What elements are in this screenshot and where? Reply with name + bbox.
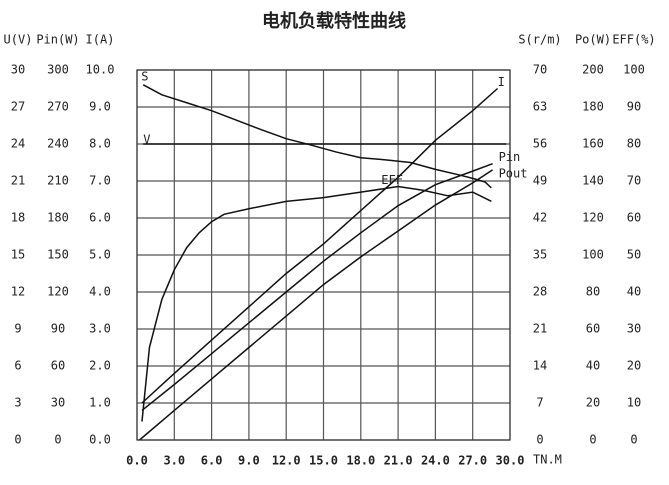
y-tick-label: 42 xyxy=(533,211,547,225)
y-tick-label: 30 xyxy=(11,63,25,77)
y-tick-label: 18 xyxy=(11,211,25,225)
y-tick-label: 21 xyxy=(11,174,25,188)
y-tick-label: 60 xyxy=(586,322,600,336)
y-tick-label: 9.0 xyxy=(89,100,111,114)
y-tick-label: 20 xyxy=(627,359,641,373)
y-tick-label: 180 xyxy=(582,100,604,114)
y-tick-label: 80 xyxy=(586,285,600,299)
y-tick-label: 56 xyxy=(533,137,547,151)
series-label: Pout xyxy=(499,166,528,180)
series-label: S xyxy=(141,69,148,83)
y-tick-label: 140 xyxy=(582,174,604,188)
y-tick-label: 9 xyxy=(14,322,21,336)
y-tick-label: 14 xyxy=(533,359,547,373)
y-tick-label: 20 xyxy=(586,396,600,410)
y-tick-label: 120 xyxy=(47,285,69,299)
x-tick-label: 6.0 xyxy=(201,454,223,468)
y-tick-label: 200 xyxy=(582,63,604,77)
y-tick-label: 210 xyxy=(47,174,69,188)
y-tick-label: 70 xyxy=(627,174,641,188)
y-tick-label: 5.0 xyxy=(89,248,111,262)
y-tick-label: 70 xyxy=(533,63,547,77)
y-tick-label: 90 xyxy=(627,100,641,114)
y-tick-label: 0 xyxy=(14,433,21,447)
y-tick-label: 90 xyxy=(51,322,65,336)
y-tick-label: 8.0 xyxy=(89,137,111,151)
y-tick-label: 150 xyxy=(47,248,69,262)
y-tick-label: 40 xyxy=(586,359,600,373)
y-tick-label: 60 xyxy=(51,359,65,373)
chart-title: 电机负载特性曲线 xyxy=(262,10,406,32)
series-line xyxy=(141,163,493,411)
y-tick-label: 0.0 xyxy=(89,433,111,447)
x-tick-label: 27.0 xyxy=(458,454,487,468)
y-axis-title: S(r/m) xyxy=(518,33,561,47)
y-tick-label: 24 xyxy=(11,137,25,151)
y-tick-label: 30 xyxy=(51,396,65,410)
x-tick-label: 3.0 xyxy=(163,454,185,468)
y-tick-label: 80 xyxy=(627,137,641,151)
y-tick-label: 60 xyxy=(627,211,641,225)
y-tick-label: 6 xyxy=(14,359,21,373)
y-tick-label: 0 xyxy=(630,433,637,447)
y-tick-label: 3 xyxy=(14,396,21,410)
x-tick-label: 15.0 xyxy=(309,454,338,468)
x-tick-label: 18.0 xyxy=(346,454,375,468)
series-label: V xyxy=(143,133,150,147)
y-tick-label: 10.0 xyxy=(86,63,115,77)
y-tick-label: 0 xyxy=(589,433,596,447)
y-tick-label: 120 xyxy=(582,211,604,225)
y-tick-label: 6.0 xyxy=(89,211,111,225)
y-axis-title: Po(W) xyxy=(575,33,611,47)
x-axis-label: TN.M xyxy=(533,453,562,467)
y-tick-label: 21 xyxy=(533,322,547,336)
y-tick-label: 40 xyxy=(627,285,641,299)
y-tick-label: 0 xyxy=(54,433,61,447)
y-tick-label: 63 xyxy=(533,100,547,114)
x-tick-label: 9.0 xyxy=(238,454,260,468)
y-tick-label: 2.0 xyxy=(89,359,111,373)
y-axis-title: U(V) xyxy=(4,33,33,47)
y-tick-label: 10 xyxy=(627,396,641,410)
x-tick-label: 24.0 xyxy=(421,454,450,468)
y-tick-label: 49 xyxy=(533,174,547,188)
series-label: EFF xyxy=(381,173,403,187)
y-tick-label: 160 xyxy=(582,137,604,151)
y-tick-label: 100 xyxy=(623,63,645,77)
y-tick-label: 270 xyxy=(47,100,69,114)
y-axis-title: I(A) xyxy=(86,33,115,47)
y-tick-label: 30 xyxy=(627,322,641,336)
y-tick-label: 240 xyxy=(47,137,69,151)
y-tick-label: 7.0 xyxy=(89,174,111,188)
x-tick-label: 0.0 xyxy=(126,454,148,468)
y-tick-label: 28 xyxy=(533,285,547,299)
y-tick-label: 15 xyxy=(11,248,25,262)
x-tick-label: 30.0 xyxy=(496,454,525,468)
series-line xyxy=(142,84,492,189)
series-line xyxy=(141,87,499,404)
series-line xyxy=(141,185,492,422)
series-line xyxy=(139,169,494,441)
plot-border xyxy=(136,69,511,441)
y-tick-label: 27 xyxy=(11,100,25,114)
y-tick-label: 300 xyxy=(47,63,69,77)
y-tick-label: 35 xyxy=(533,248,547,262)
y-axis-title: Pin(W) xyxy=(36,33,79,47)
y-tick-label: 1.0 xyxy=(89,396,111,410)
y-tick-label: 0 xyxy=(536,433,543,447)
y-tick-label: 3.0 xyxy=(89,322,111,336)
series-label: I xyxy=(498,75,505,89)
y-tick-label: 180 xyxy=(47,211,69,225)
y-tick-label: 50 xyxy=(627,248,641,262)
y-axis-title: EFF(%) xyxy=(612,33,655,47)
x-tick-label: 12.0 xyxy=(272,454,301,468)
y-tick-label: 12 xyxy=(11,285,25,299)
y-tick-label: 100 xyxy=(582,248,604,262)
y-tick-label: 7 xyxy=(536,396,543,410)
y-tick-label: 4.0 xyxy=(89,285,111,299)
x-tick-label: 21.0 xyxy=(384,454,413,468)
